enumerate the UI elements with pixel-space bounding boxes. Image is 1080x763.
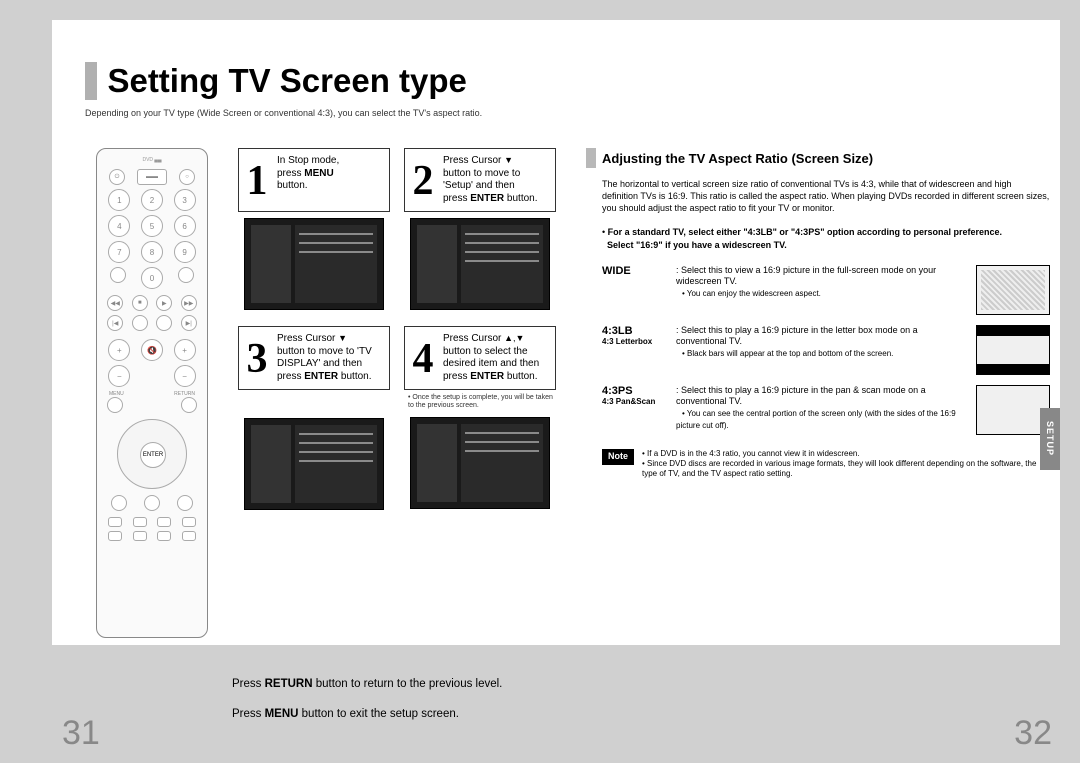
page-number-left: 31 <box>62 714 100 753</box>
screen-thumb-3 <box>244 418 384 510</box>
note-block: Note • If a DVD is in the 4:3 ratio, you… <box>586 449 1050 480</box>
page-number-right: 32 <box>1014 714 1052 753</box>
option-panscan: 4:3PS4:3 Pan&Scan : Select this to play … <box>586 385 1050 435</box>
step-2: 2 Press Cursor ▼button to move to'Setup'… <box>404 148 556 212</box>
screen-thumb-4 <box>410 417 550 509</box>
source-icon: ○ <box>179 169 195 185</box>
letterbox-preview-icon <box>976 325 1050 375</box>
option-wide: WIDE : Select this to view a 16:9 pictur… <box>586 265 1050 315</box>
footer-instructions: Press RETURN button to return to the pre… <box>232 670 502 730</box>
step-4: 4 Press Cursor ▲,▼button to select thede… <box>404 326 556 390</box>
section-title: Adjusting the TV Aspect Ratio (Screen Si… <box>602 151 873 166</box>
wide-preview-icon <box>976 265 1050 315</box>
section-accent <box>586 148 596 168</box>
enter-button: ENTER <box>140 442 166 468</box>
step-1: 1 In Stop mode,press MENUbutton. <box>238 148 390 212</box>
page-title-bar: Setting TV Screen type <box>85 62 467 100</box>
remote-illustration: DVD ▄▄ ⏻▬▬○ 123 456 789 0 ◀◀■▶▶▶ |◀▶| +🔇… <box>96 148 208 638</box>
option-letterbox: 4:3LB4:3 Letterbox : Select this to play… <box>586 325 1050 375</box>
title-accent <box>85 62 97 100</box>
manual-page-spread: Setting TV Screen type Depending on your… <box>0 0 1080 763</box>
step-4-note: • Once the setup is complete, you will b… <box>404 390 556 411</box>
screen-thumb-1 <box>244 218 384 310</box>
cursor-down-icon: ▼ <box>504 155 513 165</box>
screen-thumb-2 <box>410 218 550 310</box>
panscan-preview-icon <box>976 385 1050 435</box>
dpad-icon: ENTER <box>117 419 187 489</box>
page-title: Setting TV Screen type <box>107 62 466 100</box>
setup-tab: SETUP <box>1040 408 1060 470</box>
page-subtitle: Depending on your TV type (Wide Screen o… <box>85 108 482 118</box>
mute-icon: 🔇 <box>141 339 163 361</box>
cursor-updown-icon: ▲,▼ <box>504 333 524 343</box>
aspect-ratio-section: Adjusting the TV Aspect Ratio (Screen Si… <box>586 148 1050 480</box>
step-3: 3 Press Cursor ▼button to move to 'TVDIS… <box>238 326 390 390</box>
note-badge: Note <box>602 449 634 465</box>
cursor-down-icon: ▼ <box>338 333 347 343</box>
power-icon: ⏻ <box>109 169 125 185</box>
section-bullets: • For a standard TV, select either "4:3L… <box>586 226 1050 250</box>
section-description: The horizontal to vertical screen size r… <box>586 178 1050 214</box>
steps-grid: 1 In Stop mode,press MENUbutton. 2 Press… <box>238 148 558 518</box>
